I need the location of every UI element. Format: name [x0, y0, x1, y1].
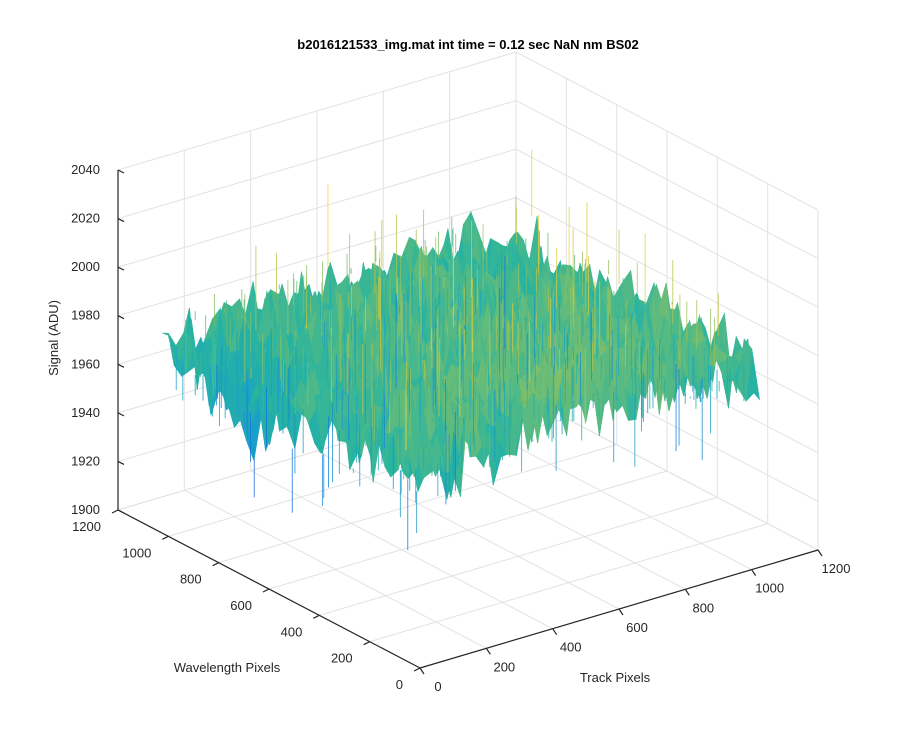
y-tick-label: 800: [180, 572, 202, 587]
x-tick-label: 200: [493, 659, 515, 674]
z-tick-label: 2040: [71, 162, 100, 177]
x-tick-label: 1000: [755, 581, 784, 596]
x-tick-label: 800: [692, 600, 714, 615]
tick-labels: 0 200 400 600 800 1000 1200 0 200 400 600 800 1000 12…: [71, 162, 850, 694]
z-tick-mark: [117, 315, 125, 320]
back-wall-grid-line: [117, 197, 517, 317]
z-axis-title: Signal (ADU): [46, 300, 61, 376]
y-tick-label: 0: [396, 677, 403, 692]
z-tick-label: 2020: [71, 211, 100, 226]
y-tick-label: 400: [281, 624, 303, 639]
floor-grid-line: [268, 470, 668, 590]
side-wall-grid-line: [515, 197, 819, 357]
floor-grid-line: [319, 496, 718, 616]
x-tick-label: 0: [434, 679, 441, 694]
chart-title: b2016121533_img.mat int time = 0.12 sec …: [297, 37, 638, 52]
z-tick-mark: [117, 509, 125, 514]
x-tick-label: 600: [626, 620, 648, 635]
x-axis-title: Track Pixels: [580, 670, 651, 685]
x-tick-mark: [817, 549, 823, 557]
side-wall-grid-line: [515, 148, 819, 308]
y-tick-mark: [111, 509, 119, 514]
surface-mesh: [162, 149, 761, 551]
back-wall-grid-line: [117, 51, 517, 171]
z-tick-mark: [117, 266, 125, 271]
y-tick-mark: [363, 641, 370, 646]
z-tick-label: 1900: [71, 502, 100, 517]
z-tick-label: 1940: [71, 405, 100, 420]
x-tick-label: 1200: [822, 561, 851, 576]
back-wall-grid-line: [117, 148, 517, 268]
x-tick-mark: [552, 628, 558, 635]
y-tick-mark: [162, 535, 169, 540]
x-tick-mark: [751, 569, 757, 576]
z-tick-mark: [117, 412, 125, 417]
z-tick-mark: [117, 460, 125, 465]
y-tick-label: 200: [331, 651, 353, 666]
y-tick-mark: [212, 562, 219, 567]
z-tick-mark: [117, 218, 125, 223]
y-tick-label: 1000: [122, 545, 151, 560]
x-tick-label: 400: [560, 640, 582, 655]
z-tick-label: 1980: [71, 308, 100, 323]
x-tick-mark: [419, 667, 425, 675]
z-tick-label: 2000: [71, 259, 100, 274]
floor-grid-line: [218, 444, 617, 564]
z-tick-mark: [117, 363, 125, 368]
z-tick-mark: [117, 169, 125, 174]
y-tick-mark: [313, 614, 320, 619]
z-tick-label: 1960: [71, 356, 100, 371]
side-wall-grid-line: [515, 51, 819, 211]
y-tick-mark: [262, 588, 270, 593]
z-tick-label: 1920: [71, 453, 100, 468]
y-tick-label: 600: [230, 598, 252, 613]
y-axis-title: Wavelength Pixels: [174, 660, 281, 675]
y-tick-label: 1200: [72, 519, 101, 534]
x-tick-mark: [485, 648, 491, 655]
back-wall-grid-line: [117, 100, 517, 220]
floor-grid-line: [369, 523, 768, 643]
x-tick-mark: [618, 608, 624, 616]
y-tick-mark: [413, 667, 421, 672]
side-wall-grid-line: [515, 100, 819, 260]
x-tick-mark: [684, 589, 690, 596]
